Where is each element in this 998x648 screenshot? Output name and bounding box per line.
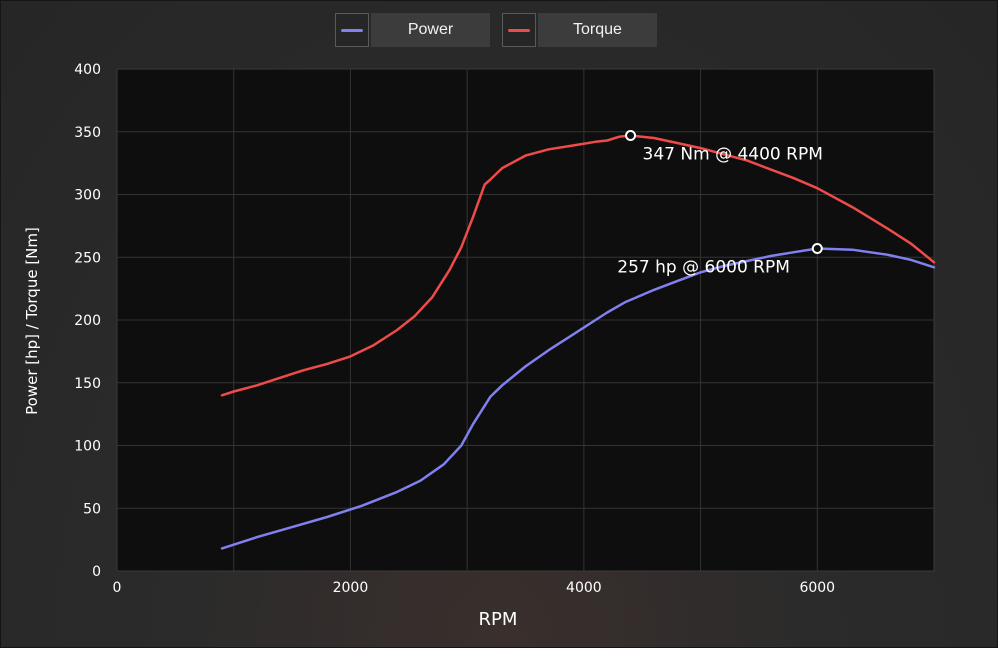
torque-peak-marker [625, 130, 637, 142]
y-tick-label: 150 [74, 376, 101, 392]
legend-swatch-box-torque[interactable] [502, 13, 536, 47]
y-tick-label: 350 [74, 125, 101, 141]
torque-peak-annotation: 347 Nm @ 4400 RPM [643, 145, 823, 165]
y-tick-label: 200 [74, 313, 101, 329]
x-axis-title: RPM [479, 609, 518, 630]
y-tick-label: 0 [92, 564, 101, 580]
legend-label-torque[interactable]: Torque [538, 13, 657, 47]
annotation-markers: 347 Nm @ 4400 RPM 257 hp @ 6000 RPM [617, 130, 823, 277]
x-tick-label: 0 [113, 580, 122, 596]
x-tick-label: 4000 [566, 580, 602, 596]
torque-series-line [220, 134, 936, 397]
legend-label-power[interactable]: Power [371, 13, 490, 47]
legend-item-torque[interactable]: Torque [502, 13, 657, 47]
y-tick-label: 50 [83, 501, 101, 517]
torque-line-swatch-icon [508, 28, 530, 32]
y-axis-title: Power [hp] / Torque [Nm] [23, 227, 41, 415]
x-tick-label: 6000 [799, 580, 835, 596]
power-peak-annotation: 257 hp @ 6000 RPM [617, 257, 790, 277]
chart-legend: Power Torque [335, 13, 669, 47]
y-tick-label: 250 [74, 250, 101, 266]
x-tick-label: 2000 [333, 580, 369, 596]
y-tick-label: 400 [74, 62, 101, 78]
y-tick-label: 100 [74, 439, 101, 455]
legend-item-power[interactable]: Power [335, 13, 490, 47]
y-tick-label: 300 [74, 188, 101, 204]
legend-swatch-box-power[interactable] [335, 13, 369, 47]
series-layer [220, 134, 936, 550]
grid-lines [117, 69, 934, 571]
power-peak-marker [811, 242, 823, 254]
power-line-swatch-icon [341, 28, 363, 32]
power-series-line [220, 247, 936, 550]
